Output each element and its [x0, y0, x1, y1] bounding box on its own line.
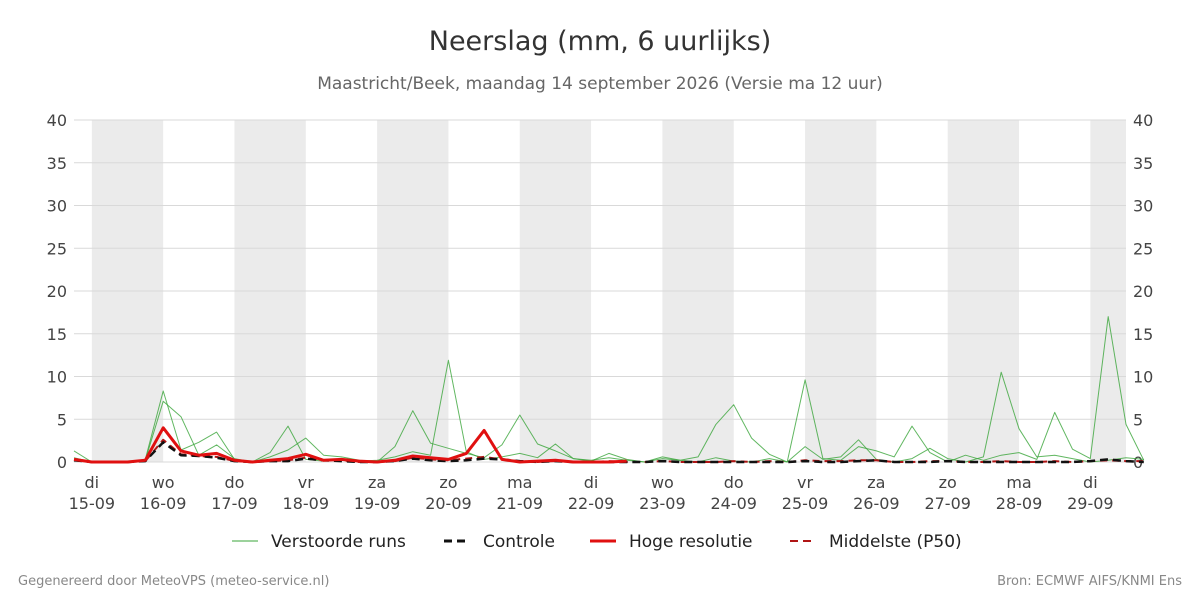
y-tick-label: 15 [47, 325, 67, 344]
hires-line [73, 426, 627, 464]
legend-item-hires[interactable]: Hoge resolutie [590, 532, 753, 552]
x-tick-day: di [1083, 473, 1098, 492]
x-tick-date: 29-09 [1067, 494, 1114, 513]
x-tick-date: 27-09 [924, 494, 971, 513]
x-axis: di 15-09 wo 16-09 do 17-09 vr 18-09 za 19-09 zo 20-… [69, 473, 1114, 513]
y-tick-label: 35 [47, 154, 67, 173]
legend-label-median: Middelste (P50) [829, 532, 962, 552]
x-tick-date: 24-09 [710, 494, 757, 513]
footer-source: Bron: ECMWF AIFS/KNMI Ens [997, 574, 1182, 589]
legend: Verstoorde runs Controle Hoge resolutie … [232, 532, 962, 552]
y-tick-label: 25 [1133, 239, 1153, 258]
x-tick-date: 23-09 [639, 494, 686, 513]
x-tick-day: ma [507, 473, 532, 492]
x-tick-date: 18-09 [283, 494, 330, 513]
x-tick-day: wo [651, 473, 674, 492]
y-tick-label: 15 [1133, 325, 1153, 344]
x-tick-day: do [724, 473, 744, 492]
hires-line-group [73, 426, 627, 464]
x-tick-day: zo [939, 473, 957, 492]
y-tick-label: 40 [47, 111, 67, 130]
y-tick-label: 20 [1133, 282, 1153, 301]
x-tick-date: 20-09 [425, 494, 472, 513]
y-tick-label: 0 [1133, 453, 1143, 472]
y-tick-label: 10 [47, 368, 67, 387]
chart-title: Neerslag (mm, 6 uurlijks) [429, 26, 771, 57]
footer-credit: Gegenereerd door MeteoVPS (meteo-service… [18, 574, 329, 589]
x-tick-date: 17-09 [211, 494, 258, 513]
x-tick-date: 15-09 [69, 494, 116, 513]
x-tick-date: 25-09 [782, 494, 829, 513]
y-tick-label: 20 [47, 282, 67, 301]
y-axis-left: 0 5 10 15 20 25 30 35 40 [47, 111, 67, 472]
x-tick-day: di [584, 473, 599, 492]
x-tick-date: 22-09 [568, 494, 615, 513]
x-tick-day: vr [298, 473, 314, 492]
y-tick-label: 5 [57, 410, 67, 429]
x-tick-day: za [368, 473, 386, 492]
x-tick-day: vr [797, 473, 813, 492]
x-tick-day: za [867, 473, 885, 492]
y-tick-label: 35 [1133, 154, 1153, 173]
x-tick-day: wo [152, 473, 175, 492]
x-tick-date: 16-09 [140, 494, 187, 513]
legend-label-hires: Hoge resolutie [629, 532, 753, 552]
y-axis-right: 0 5 10 15 20 25 30 35 40 [1133, 111, 1153, 472]
y-tick-label: 30 [47, 197, 67, 216]
x-tick-date: 28-09 [996, 494, 1043, 513]
y-tick-label: 30 [1133, 197, 1153, 216]
legend-label-control: Controle [483, 532, 555, 552]
y-tick-label: 0 [57, 453, 67, 472]
x-tick-date: 21-09 [497, 494, 544, 513]
x-tick-day: ma [1006, 473, 1031, 492]
x-tick-day: do [224, 473, 244, 492]
legend-item-median[interactable]: Middelste (P50) [790, 532, 962, 552]
legend-item-ensemble[interactable]: Verstoorde runs [232, 532, 406, 552]
x-tick-day: zo [439, 473, 457, 492]
y-tick-label: 10 [1133, 368, 1153, 387]
chart-subtitle: Maastricht/Beek, maandag 14 september 20… [317, 74, 883, 94]
y-tick-label: 5 [1133, 410, 1143, 429]
legend-label-ensemble: Verstoorde runs [271, 532, 406, 552]
x-tick-date: 26-09 [853, 494, 900, 513]
x-tick-date: 19-09 [354, 494, 401, 513]
y-tick-label: 25 [47, 239, 67, 258]
x-tick-day: di [85, 473, 100, 492]
y-tick-label: 40 [1133, 111, 1153, 130]
legend-item-control[interactable]: Controle [444, 532, 555, 552]
